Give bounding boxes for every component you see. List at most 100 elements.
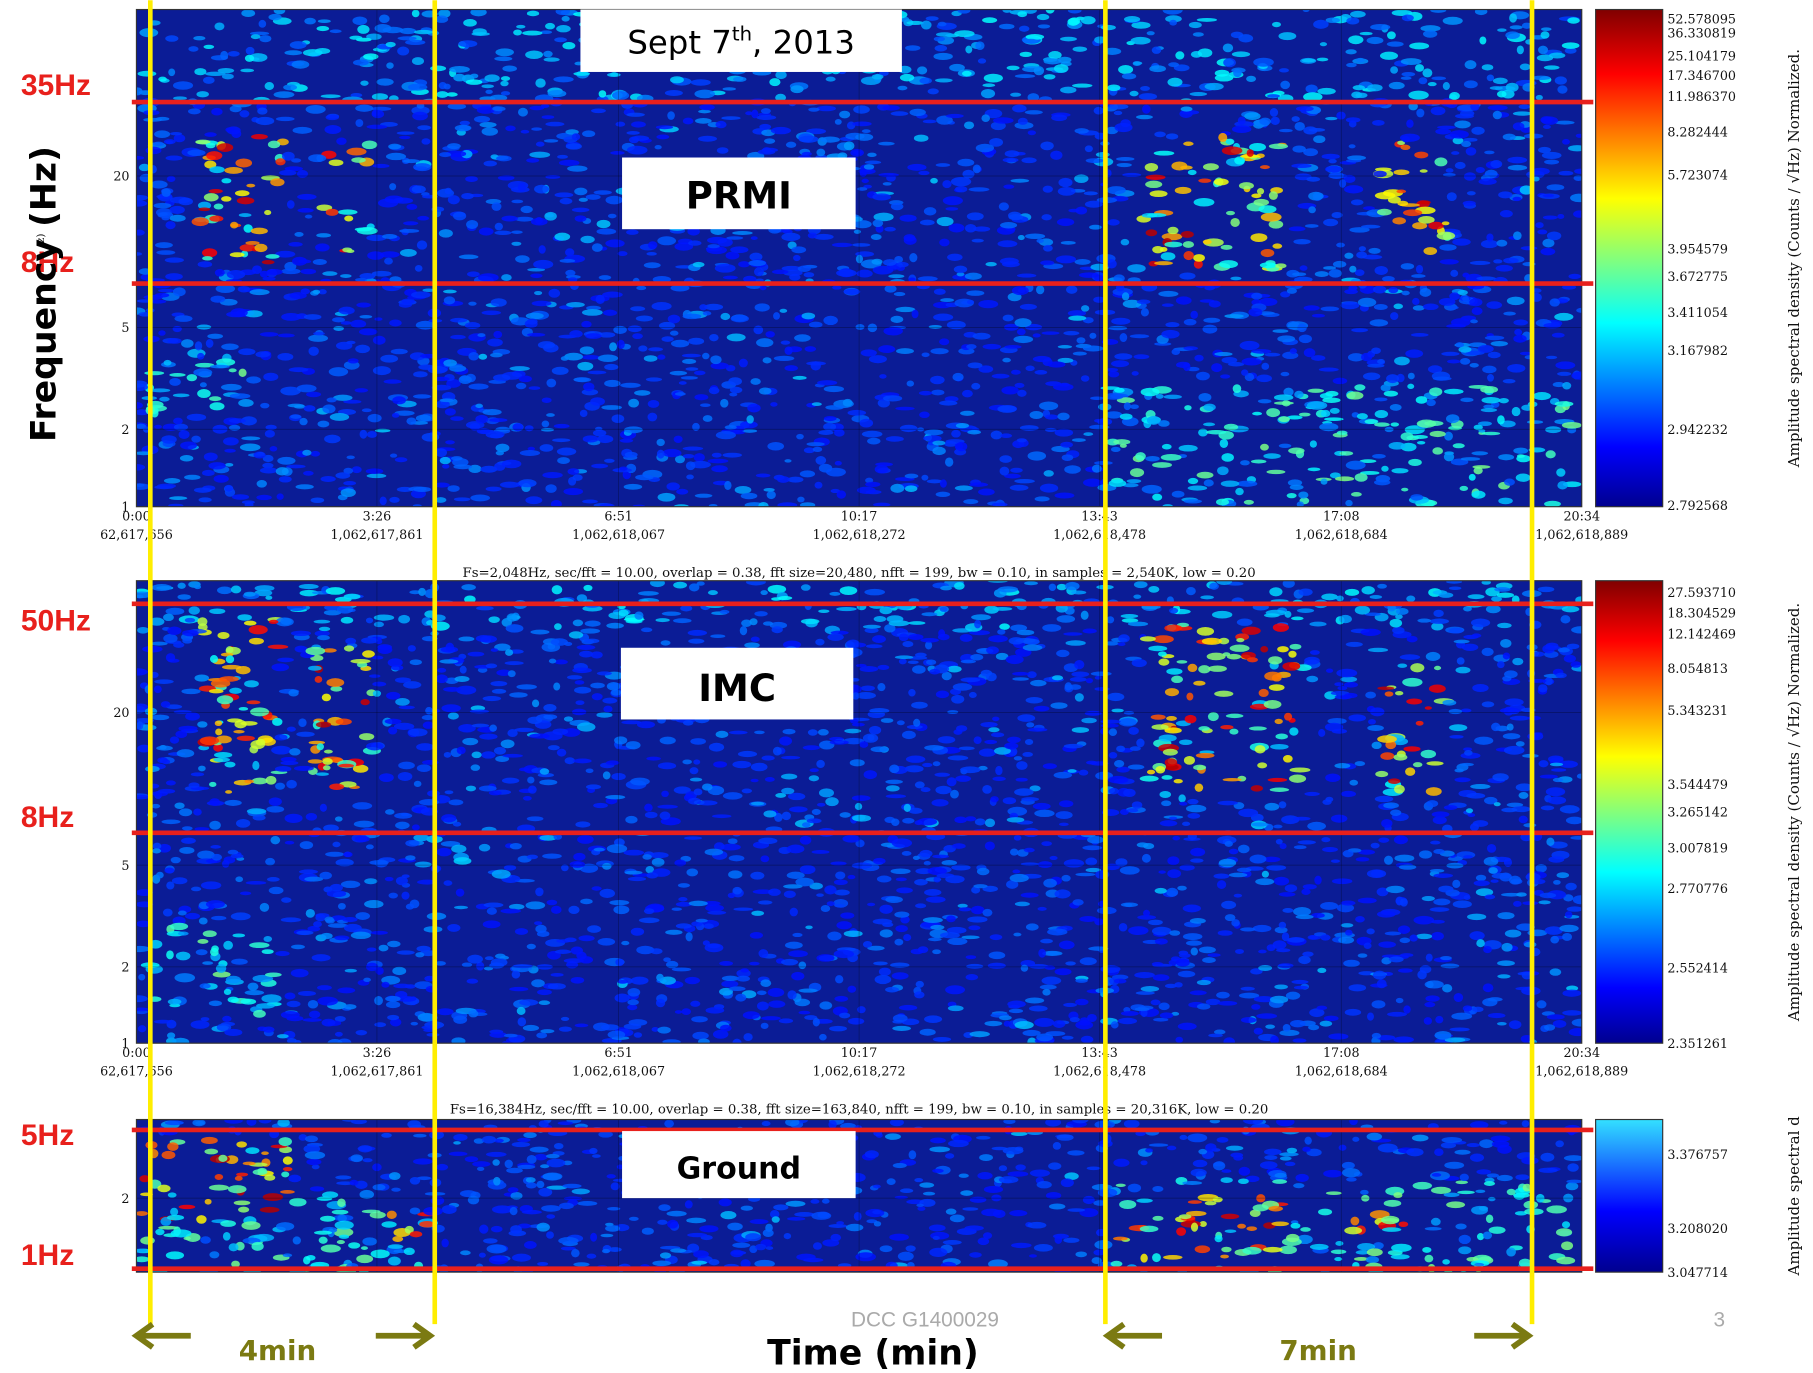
spectrogram-cell bbox=[187, 150, 205, 156]
spectrogram-cell bbox=[1314, 876, 1321, 885]
spectrogram-cell bbox=[209, 798, 220, 806]
spectrogram-cell bbox=[287, 727, 296, 732]
spectrogram-cell bbox=[1428, 222, 1443, 230]
spectrogram-cell bbox=[942, 860, 957, 866]
spectrogram-cell bbox=[1488, 105, 1508, 110]
spectrogram-cell bbox=[1374, 480, 1390, 486]
spectrogram-cell bbox=[655, 145, 662, 149]
spectrogram-cell bbox=[157, 484, 176, 489]
spectrogram-cell bbox=[1401, 76, 1412, 79]
spectrogram-cell bbox=[1203, 325, 1218, 334]
spectrogram-cell bbox=[529, 152, 550, 158]
spectrogram-cell bbox=[723, 453, 742, 458]
spectrogram-cell bbox=[492, 106, 505, 111]
spectrogram-cell bbox=[586, 194, 601, 200]
spectrogram-cell bbox=[304, 18, 316, 25]
spectrogram-cell bbox=[688, 639, 704, 644]
spectrogram-cell bbox=[674, 436, 683, 443]
spectrogram-cell bbox=[1280, 81, 1290, 90]
spectrogram-cell bbox=[1167, 869, 1181, 878]
spectrogram-cell bbox=[917, 66, 927, 74]
spectrogram-cell bbox=[969, 692, 977, 698]
spectrogram-cell bbox=[1394, 855, 1414, 862]
spectrogram-cell bbox=[361, 699, 370, 705]
spectrogram-cell bbox=[1268, 778, 1288, 782]
spectrogram-cell bbox=[1226, 139, 1235, 145]
spectrogram-cell bbox=[1428, 82, 1437, 86]
spectrogram-cell bbox=[580, 628, 600, 633]
spectrogram-cell bbox=[1488, 352, 1501, 358]
spectrogram-cell bbox=[1426, 787, 1442, 796]
spectrogram-cell bbox=[1437, 232, 1456, 240]
spectrogram-cell bbox=[763, 357, 772, 363]
spectrogram-cell bbox=[1202, 638, 1222, 645]
spectrogram-cell bbox=[231, 129, 241, 138]
spectrogram-cell bbox=[1340, 676, 1357, 682]
spectrogram-cell bbox=[786, 142, 796, 148]
spectrogram-cell bbox=[883, 182, 892, 185]
spectrogram-cell bbox=[985, 262, 996, 266]
spectrogram-cell bbox=[950, 790, 959, 799]
spectrogram-cell bbox=[1189, 22, 1202, 28]
spectrogram-cell bbox=[272, 718, 282, 726]
spectrogram-cell bbox=[939, 401, 957, 406]
spectrogram-cell bbox=[1115, 123, 1133, 132]
spectrogram-cell bbox=[496, 451, 504, 456]
spectrogram-cell bbox=[251, 228, 268, 235]
spectrogram-cell bbox=[812, 402, 822, 406]
spectrogram-cell bbox=[247, 808, 266, 814]
spectrogram-cell bbox=[229, 418, 246, 423]
spectrogram-cell bbox=[1400, 654, 1420, 660]
spectrogram-cell bbox=[1275, 263, 1286, 268]
spectrogram-cell bbox=[805, 925, 812, 929]
spectrogram-cell bbox=[1018, 235, 1025, 240]
spectrogram-cell bbox=[515, 255, 530, 263]
spectrogram-cell bbox=[1167, 78, 1182, 87]
spectrogram-cell bbox=[708, 590, 718, 595]
spectrogram-cell bbox=[625, 452, 638, 458]
spectrogram-cell bbox=[1034, 1018, 1054, 1027]
spectrogram-cell bbox=[1430, 8, 1446, 13]
spectrogram-cell bbox=[1253, 199, 1268, 206]
spectrogram-cell bbox=[1216, 992, 1230, 999]
spectrogram-cell bbox=[785, 346, 793, 355]
spectrogram-cell bbox=[978, 489, 995, 496]
spectrogram-cell bbox=[195, 341, 202, 350]
spectrogram-cell bbox=[1394, 304, 1403, 310]
spectrogram-cell bbox=[1162, 303, 1174, 306]
spectrogram-cell bbox=[885, 780, 903, 784]
spectrogram-cell bbox=[688, 338, 704, 345]
spectrogram-cell bbox=[1025, 998, 1044, 1004]
spectrogram-cell bbox=[959, 747, 975, 751]
spectrogram-cell bbox=[1505, 31, 1520, 39]
spectrogram-cell bbox=[188, 782, 199, 788]
spectrogram-cell bbox=[237, 197, 255, 204]
spectrogram-cell bbox=[1308, 206, 1316, 213]
spectrogram-cell bbox=[439, 398, 453, 402]
spectrogram-cell bbox=[1513, 320, 1528, 326]
spectrogram-cell bbox=[1036, 285, 1044, 294]
spectrogram-cell bbox=[152, 848, 161, 853]
spectrogram-cell bbox=[335, 472, 350, 478]
spectrogram-cell bbox=[260, 467, 278, 473]
spectrogram-cell bbox=[1557, 85, 1567, 93]
spectrogram-cell bbox=[510, 366, 530, 371]
spectrogram-cell bbox=[173, 642, 184, 648]
spectrogram-cell bbox=[486, 663, 498, 668]
spectrogram-cell bbox=[1341, 901, 1356, 906]
spectrogram-cell bbox=[1203, 318, 1220, 323]
spectrogram-cell bbox=[495, 954, 506, 959]
spectrogram-cell bbox=[380, 355, 398, 363]
spectrogram-cell bbox=[1371, 347, 1381, 353]
spectrogram-cell bbox=[265, 972, 282, 977]
spectrogram-cell bbox=[1570, 194, 1587, 203]
spectrogram-cell bbox=[1039, 401, 1058, 410]
spectrogram-cell bbox=[304, 405, 316, 411]
spectrogram-cell bbox=[1010, 874, 1029, 882]
spectrogram-cell bbox=[1491, 879, 1499, 882]
spectrogram-cell bbox=[1451, 318, 1470, 327]
spectrogram-cell bbox=[1321, 478, 1328, 484]
spectrogram-cell bbox=[686, 932, 693, 941]
spectrogram-cell bbox=[376, 78, 393, 85]
spectrogram-cell bbox=[924, 889, 941, 896]
